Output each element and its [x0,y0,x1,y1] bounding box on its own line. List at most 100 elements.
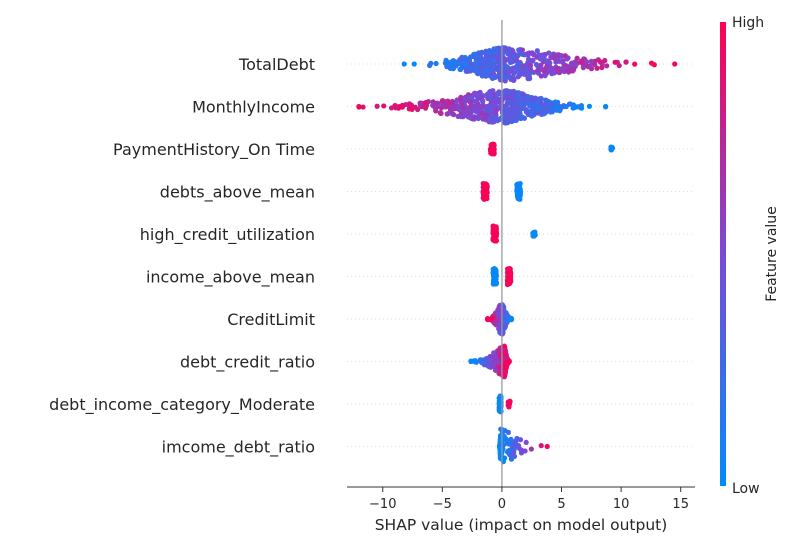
data-point [546,50,552,56]
data-point [467,68,474,74]
data-point [495,314,501,321]
data-point [486,50,492,56]
data-point [502,319,508,325]
data-point [497,91,503,97]
data-point [493,107,500,113]
data-point [544,58,550,64]
data-point [457,66,463,73]
feature-label: TotalDebt [238,55,315,74]
x-tick-label: 0 [498,497,506,512]
data-point [534,48,540,54]
colorbar-gradient [720,22,726,486]
data-point [530,230,536,236]
data-point [565,68,572,74]
data-point [521,63,527,69]
data-point [540,55,547,61]
data-point [527,62,534,68]
data-point [506,46,512,52]
data-point [526,101,532,107]
data-point [433,60,439,67]
data-point [514,63,520,69]
data-point [517,196,523,202]
data-point [506,358,512,365]
data-point [443,57,449,63]
data-point [651,62,657,68]
data-point [555,69,562,75]
data-point [479,65,485,71]
data-point [463,68,469,74]
data-point [528,446,534,452]
data-point [518,115,524,122]
data-point [483,67,489,73]
data-point [503,57,509,63]
data-point [481,196,487,202]
data-point [484,355,490,362]
data-point [525,111,532,118]
data-point [521,115,528,121]
data-point [482,181,489,187]
data-point [575,104,581,110]
data-point [504,88,510,94]
data-point [530,107,536,113]
data-point [468,358,474,365]
feature-label: debt_credit_ratio [180,353,315,373]
data-point [514,90,521,96]
data-point [533,61,540,68]
x-tick-label: 15 [672,497,689,512]
data-point [488,146,494,152]
data-point [612,59,618,65]
data-point [444,111,450,117]
data-point [468,54,474,60]
data-point [507,94,513,101]
data-point [478,103,484,110]
x-tick-label: −5 [433,497,452,512]
data-point [474,55,480,61]
data-point [632,61,638,67]
data-point [527,70,533,76]
data-point [518,51,524,57]
data-point [505,402,511,408]
data-point [568,61,574,67]
data-point [481,189,487,195]
data-point [623,59,629,65]
data-point [520,97,526,103]
data-point [553,107,560,113]
data-point [504,314,510,320]
data-point [417,100,423,106]
data-point [500,48,506,54]
data-point [524,51,530,57]
data-point [466,110,472,116]
data-point [360,104,366,110]
data-point [508,118,514,124]
data-point [563,103,569,110]
data-point [523,439,529,446]
data-point [423,99,429,106]
data-point [438,110,444,116]
data-point [492,281,498,287]
data-point [374,103,380,109]
data-point [430,102,436,108]
data-point [572,59,578,65]
data-point [529,112,535,118]
feature-label: debts_above_mean [160,183,315,203]
data-point [513,57,520,63]
data-point [393,105,399,111]
data-point [401,61,407,67]
data-point [482,112,488,119]
data-point [502,74,508,80]
data-point [434,100,440,106]
data-point [603,103,609,110]
feature-label: imcome_debt_ratio [162,438,315,458]
data-point [493,103,499,109]
data-point [477,357,483,363]
data-point [555,52,562,58]
data-point [535,67,541,74]
data-point [356,103,362,110]
data-point [381,103,387,109]
data-point [492,234,498,240]
data-point [479,49,485,55]
data-point [443,104,449,110]
data-point [450,105,456,112]
data-point [453,99,459,105]
data-point [516,72,522,79]
